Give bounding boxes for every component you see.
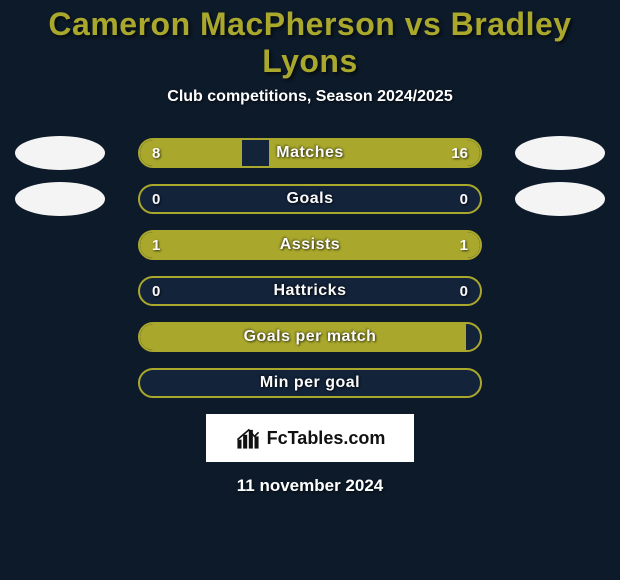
stat-bar: 11Assists: [138, 230, 482, 260]
player-right-avatar: [515, 182, 605, 216]
stat-label: Hattricks: [140, 278, 480, 304]
subtitle: Club competitions, Season 2024/2025: [0, 88, 620, 106]
stat-label: Assists: [140, 232, 480, 258]
stat-row: Min per goal: [0, 360, 620, 406]
stat-bar: 816Matches: [138, 138, 482, 168]
stat-label: Matches: [140, 140, 480, 166]
comparison-card: Cameron MacPherson vs Bradley Lyons Club…: [0, 0, 620, 580]
stat-label: Goals: [140, 186, 480, 212]
stat-bar: 00Goals: [138, 184, 482, 214]
stat-label: Goals per match: [140, 324, 480, 350]
stat-label: Min per goal: [140, 370, 480, 396]
stat-rows: 816Matches 00Goals 11Assists 00Hattricks Goa…: [0, 130, 620, 406]
stat-bar: Goals per match: [138, 322, 482, 352]
stat-row: 11Assists: [0, 222, 620, 268]
stat-row: 00Goals: [0, 176, 620, 222]
page-title: Cameron MacPherson vs Bradley Lyons: [0, 6, 620, 80]
stat-row: Goals per match: [0, 314, 620, 360]
player-left-avatar: [15, 136, 105, 170]
stat-bar: 00Hattricks: [138, 276, 482, 306]
brand-text: FcTables.com: [267, 428, 386, 449]
brand-badge: FcTables.com: [206, 414, 414, 462]
player-left-avatar: [15, 182, 105, 216]
stat-row: 816Matches: [0, 130, 620, 176]
stat-row: 00Hattricks: [0, 268, 620, 314]
stat-bar: Min per goal: [138, 368, 482, 398]
footer-date: 11 november 2024: [0, 476, 620, 496]
player-right-avatar: [515, 136, 605, 170]
brand-bars-icon: [235, 425, 261, 451]
